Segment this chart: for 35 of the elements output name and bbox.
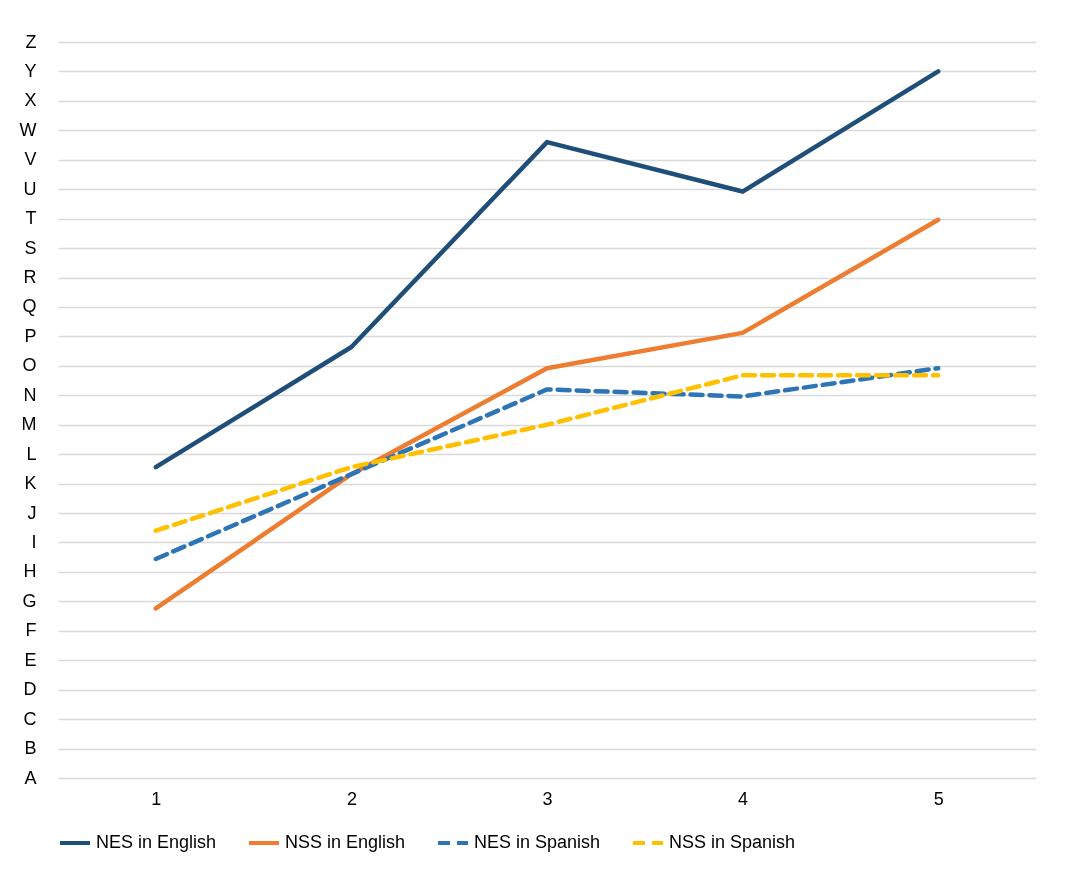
x-tick-label: 2 bbox=[346, 788, 357, 809]
text: L bbox=[26, 443, 37, 464]
text: F bbox=[25, 620, 37, 641]
text: Z bbox=[25, 31, 37, 52]
text: W bbox=[19, 119, 37, 140]
text: G bbox=[22, 590, 37, 611]
text: U bbox=[23, 178, 37, 199]
x-tick-label: 5 bbox=[933, 788, 944, 809]
text: P bbox=[24, 325, 37, 346]
text: H bbox=[23, 561, 37, 582]
legend-label: NES in English bbox=[96, 832, 217, 852]
text: M bbox=[21, 414, 37, 435]
text: C bbox=[23, 708, 37, 729]
legend-label: NSS in Spanish bbox=[669, 832, 796, 852]
legend-label: NSS in English bbox=[285, 832, 406, 852]
text: S bbox=[24, 237, 37, 258]
text: J bbox=[27, 502, 37, 523]
legend-label: NES in Spanish bbox=[474, 832, 601, 852]
x-tick-label: 4 bbox=[738, 788, 749, 809]
text: B bbox=[24, 738, 37, 759]
text: A bbox=[24, 767, 37, 788]
text: E bbox=[24, 649, 37, 670]
text: O bbox=[22, 355, 37, 376]
text: Q bbox=[22, 296, 37, 317]
text: Y bbox=[24, 60, 37, 81]
text: D bbox=[23, 679, 37, 700]
text: X bbox=[24, 90, 37, 111]
text: K bbox=[24, 473, 37, 494]
text: I bbox=[31, 531, 37, 552]
x-tick-label: 3 bbox=[542, 788, 553, 809]
text: R bbox=[23, 267, 37, 288]
text: N bbox=[23, 384, 37, 405]
text: V bbox=[24, 149, 37, 170]
text: T bbox=[25, 208, 37, 229]
x-tick-label: 1 bbox=[151, 788, 162, 809]
